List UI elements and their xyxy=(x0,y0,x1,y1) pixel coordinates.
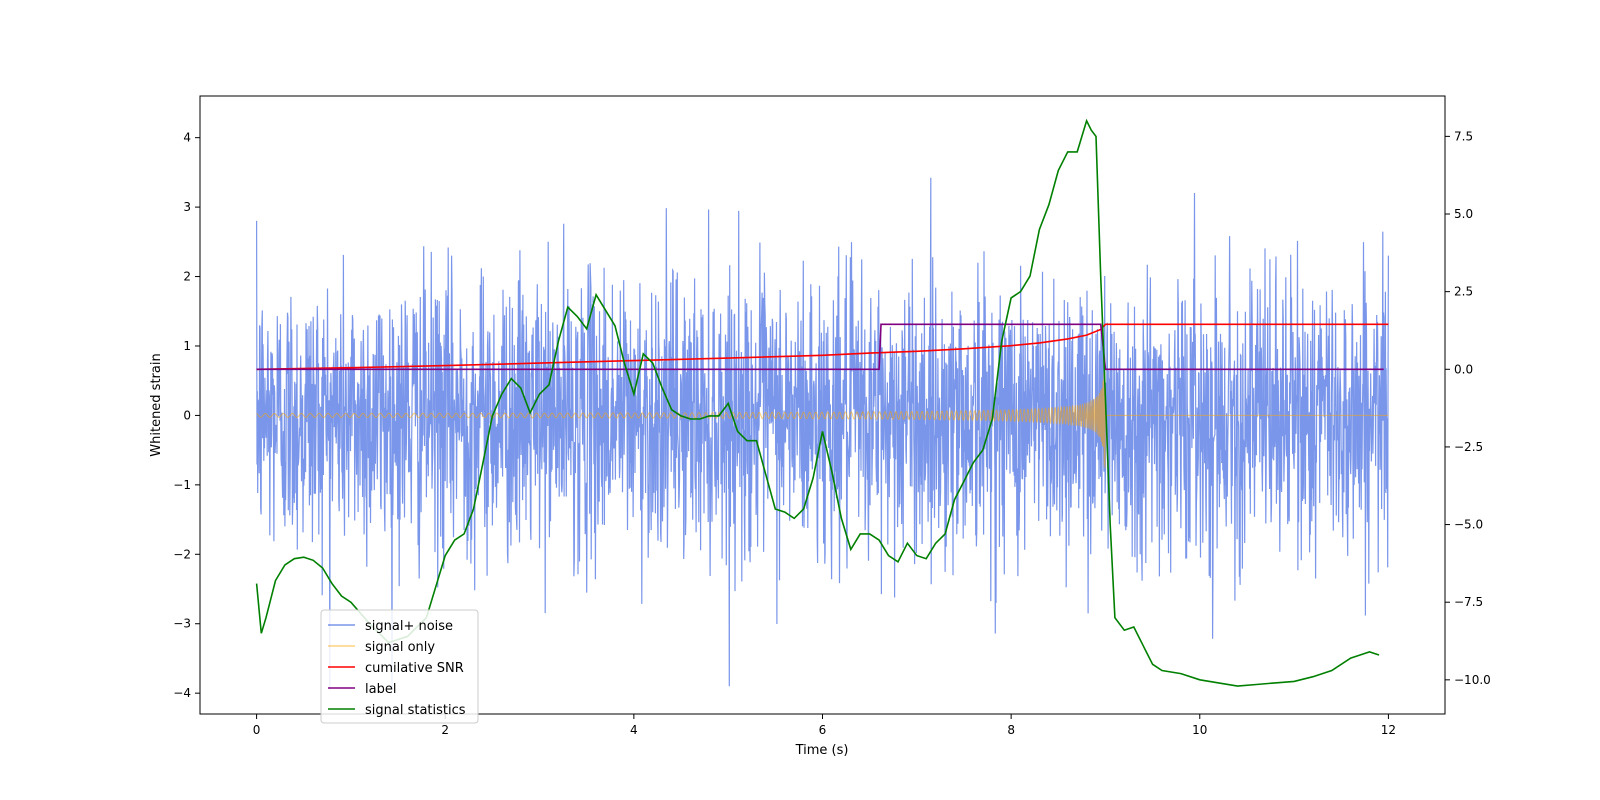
y-axis-left: −4 −3 −2 −1 0 1 2 3 4 xyxy=(173,131,200,700)
y-left-tick-label: 2 xyxy=(183,270,191,284)
x-tick-label: 0 xyxy=(253,723,261,737)
y-left-tick-label: 1 xyxy=(183,339,191,353)
legend-label-signal: signal only xyxy=(365,640,435,655)
cumulative-snr-line xyxy=(256,323,1389,371)
y-right-tick-label: −2.5 xyxy=(1454,440,1483,454)
legend-label-label: label xyxy=(365,682,396,697)
signal-only-line xyxy=(256,361,1389,469)
x-tick-label: 2 xyxy=(441,723,449,737)
y-right-tick-label: 0.0 xyxy=(1454,362,1473,376)
legend-label-noise: signal+ noise xyxy=(365,619,453,634)
signal-noise-line xyxy=(256,177,1389,690)
y-right-tick-label: −7.5 xyxy=(1454,595,1483,609)
y-left-tick-label: 3 xyxy=(183,200,191,214)
x-axis-label: Time (s) xyxy=(795,743,849,758)
x-tick-label: 12 xyxy=(1381,723,1396,737)
y-left-tick-label: −3 xyxy=(173,617,191,631)
y-right-tick-label: 5.0 xyxy=(1454,207,1473,221)
y-right-tick-label: 7.5 xyxy=(1454,129,1473,143)
y-axis-label: Whitened strain xyxy=(149,353,164,456)
series-signal-only xyxy=(256,361,1389,469)
series-cumulative-snr xyxy=(256,323,1389,371)
y-left-tick-label: 4 xyxy=(183,131,191,145)
x-tick-label: 8 xyxy=(1007,723,1015,737)
series-label xyxy=(256,323,1384,371)
y-left-tick-label: −4 xyxy=(173,686,191,700)
y-right-tick-label: −5.0 xyxy=(1454,518,1483,532)
y-right-tick-label: −10.0 xyxy=(1454,673,1491,687)
y-left-tick-label: −1 xyxy=(173,478,191,492)
x-tick-label: 4 xyxy=(630,723,638,737)
legend-box xyxy=(320,609,479,724)
series-signal-statistics xyxy=(255,118,1380,687)
y-axis-right: −10.0 −7.5 −5.0 −2.5 0.0 2.5 5.0 7.5 xyxy=(1445,129,1491,687)
x-tick-label: 10 xyxy=(1192,723,1207,737)
y-right-tick-label: 2.5 xyxy=(1454,285,1473,299)
label-line xyxy=(256,323,1384,371)
y-left-tick-label: 0 xyxy=(183,408,191,422)
legend: signal+ noise signal only cumilative SNR… xyxy=(320,609,479,724)
signal-statistics-line xyxy=(255,118,1380,687)
y-left-tick-label: −2 xyxy=(173,547,191,561)
x-tick-label: 6 xyxy=(819,723,827,737)
legend-label-snr: cumilative SNR xyxy=(365,661,464,676)
series-signal-noise xyxy=(256,177,1389,690)
legend-label-stats: signal statistics xyxy=(365,703,466,718)
